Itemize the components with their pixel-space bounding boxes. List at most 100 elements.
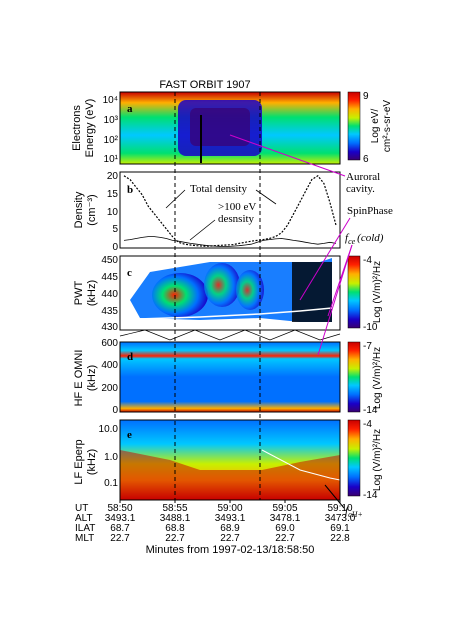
annotation-fch: fcH+ — [345, 505, 363, 519]
panel-a-cbar-max: 9 — [363, 91, 369, 102]
right-annotations: Auroral cavity. SpinPhase fce (cold) fcH+ — [229, 134, 393, 519]
axis-alt-0: 3493.1 — [105, 513, 136, 524]
panel-a-ylabel-1: Electrons — [71, 105, 83, 151]
axis-alt-3: 3478.1 — [270, 513, 301, 524]
row-label-ilat: ILAT — [75, 523, 95, 534]
panel-b-frame — [119, 171, 341, 249]
panel-b-ylabel-1: Density — [73, 191, 85, 228]
panel-c-cbar-max: -4 — [363, 255, 372, 266]
axis-alt-2: 3493.1 — [215, 513, 246, 524]
annotation-total-density: Total density — [190, 183, 247, 195]
axis-mlt-2: 22.7 — [220, 533, 240, 544]
spin-phase-trace — [119, 329, 341, 341]
panel-a-ytick-2: 10² — [104, 135, 119, 146]
axis-mlt-3: 22.7 — [275, 533, 295, 544]
panel-d-cbar-label: Log (V/m)²/Hz — [372, 347, 383, 409]
annotation-fce: fce (cold) — [345, 232, 384, 246]
axis-ut-0: 58:50 — [107, 503, 132, 514]
panel-d-spectrogram — [120, 342, 340, 412]
figure-title: FAST ORBIT 1907 — [159, 79, 250, 91]
axis-mlt-1: 22.7 — [165, 533, 185, 544]
panel-a-ylabel-2: Energy (eV) — [84, 99, 96, 158]
panel-a-ytick-3: 10¹ — [104, 154, 119, 165]
panel-d-ytick-0: 600 — [101, 338, 118, 349]
axis-ilat-0: 68.7 — [110, 523, 130, 534]
x-axis-table: UT ALT ILAT MLT 58:503493.168.722.758:55… — [75, 500, 356, 556]
panel-c-ytick-3: 435 — [101, 306, 118, 317]
axis-alt-1: 3488.1 — [160, 513, 191, 524]
panel-c-emission-1 — [152, 273, 208, 317]
panel-a: a 10⁴ 10³ 10² 10¹ Electrons Energy (eV) … — [71, 91, 393, 165]
panel-e-cbar-label: Log (V/m)²/Hz — [372, 429, 383, 491]
panel-d-cbar-min: -14 — [363, 405, 378, 416]
panel-a-cavity-core — [190, 108, 250, 146]
panel-letter-c: c — [127, 267, 132, 279]
annotation-auroral-1: Auroral — [346, 171, 380, 183]
panel-e-ytick-0: 10.0 — [99, 424, 119, 435]
axis-ut-4: 59:10 — [327, 503, 352, 514]
panel-e-ylabel: LF Eperp — [73, 439, 85, 484]
panel-letter-d: d — [127, 351, 133, 363]
panel-a-ytick-0: 10⁴ — [103, 95, 118, 106]
panel-c-colorbar — [347, 255, 361, 329]
axis-ilat-2: 68.9 — [220, 523, 240, 534]
panel-c-cbar-min: -10 — [363, 322, 378, 333]
axis-ut-2: 59:00 — [217, 503, 242, 514]
panel-a-cbar-min: 6 — [363, 154, 369, 165]
panel-c: c 450 445 440 435 430 PWT (kHz) -4 -10 L… — [73, 255, 383, 333]
panel-c-dark-region — [292, 262, 332, 322]
annotation-arrow-2 — [255, 189, 277, 205]
panel-e-ytick-1: 1.0 — [104, 452, 118, 463]
panel-b-ytick-1: 15 — [107, 189, 119, 200]
panel-c-ytick-2: 440 — [101, 289, 118, 300]
panel-e-cbar-min: -14 — [363, 490, 378, 501]
pointer-auroral-cavity — [229, 134, 346, 177]
annotation-spin-phase: SpinPhase — [347, 205, 393, 217]
panel-b-ytick-3: 5 — [112, 224, 118, 235]
panel-a-frame — [119, 91, 341, 165]
panel-c-ytick-0: 450 — [101, 255, 118, 266]
panel-d-ylabel: HF E OMNI — [73, 350, 85, 407]
panel-d-yticks: 600 400 200 0 — [101, 338, 118, 416]
panel-e-colorbar — [347, 419, 361, 497]
panel-d: d 600 400 200 0 HF E OMNI (kHz) -7 -14 L… — [73, 338, 383, 416]
axis-mlt-4: 22.8 — [330, 533, 350, 544]
pointer-fce-c — [327, 244, 353, 317]
panel-c-ylabel: PWT — [73, 281, 85, 306]
axis-mlt-0: 22.7 — [110, 533, 130, 544]
panel-a-colorbar — [347, 91, 361, 161]
axis-ut-1: 58:55 — [162, 503, 187, 514]
axis-ilat-3: 69.0 — [275, 523, 295, 534]
panel-c-fce-line — [137, 307, 333, 320]
series-100ev-density — [123, 236, 337, 247]
panel-d-frame — [119, 341, 341, 413]
panel-d-ytick-1: 400 — [101, 360, 118, 371]
axis-ilat-4: 69.1 — [330, 523, 350, 534]
panel-d-cbar-max: -7 — [363, 341, 372, 352]
annotation-auroral-2: cavity. — [346, 183, 375, 195]
panel-e-fch-trace — [261, 449, 341, 481]
pointer-spin-phase — [299, 217, 351, 301]
panel-b-ytick-2: 10 — [107, 207, 119, 218]
panel-e-yticks: 10.0 1.0 0.1 — [99, 424, 119, 489]
axis-columns: 58:503493.168.722.758:553488.168.822.759… — [105, 500, 356, 544]
panel-c-yticks: 450 445 440 435 430 — [101, 255, 118, 333]
panel-b-ytick-0: 20 — [107, 171, 119, 182]
row-label-ut: UT — [75, 503, 88, 514]
panel-e-cbar-max: -4 — [363, 419, 372, 430]
row-label-alt: ALT — [75, 513, 93, 524]
panel-b-yticks: 20 15 10 5 0 — [107, 171, 119, 253]
panel-c-ytick-1: 445 — [101, 272, 118, 283]
axis-ilat-1: 68.8 — [165, 523, 185, 534]
pointer-fce-d — [317, 244, 353, 356]
panel-c-cbar-label: Log (V/m)²/Hz — [372, 261, 383, 323]
panel-e-ylabel-unit: (kHz) — [86, 449, 98, 475]
panel-b: b 20 15 10 5 0 Density (cm⁻³) Total dens… — [73, 171, 341, 253]
axis-ut-3: 59:05 — [272, 503, 297, 514]
panel-e-ytick-2: 0.1 — [104, 478, 118, 489]
annotation-desnsity: desnsity — [218, 213, 255, 225]
panel-letter-e: e — [127, 429, 132, 441]
panel-c-ylabel-unit: (kHz) — [86, 280, 98, 306]
panel-a-cbar-label-1: Log eV/ — [370, 109, 381, 144]
